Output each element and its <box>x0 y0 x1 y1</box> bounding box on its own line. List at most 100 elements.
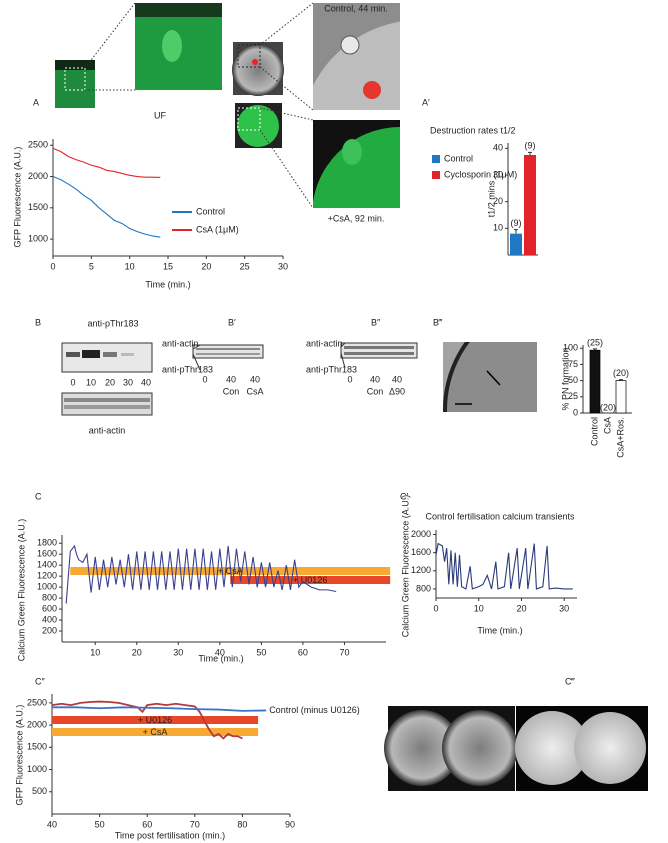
zoom-box <box>237 107 261 131</box>
error-bar <box>528 151 532 155</box>
image-label: UF <box>154 110 166 120</box>
x-tick-label: 50 <box>95 819 105 829</box>
image-label: +CsA, 92 min. <box>328 213 385 223</box>
x-axis-label: Time post fertilisation (min.) <box>115 830 225 840</box>
x-axis-label: Time (min.) <box>198 653 243 663</box>
x-tick-label: 20 <box>201 261 211 271</box>
blot-band <box>64 405 150 409</box>
panel-label: A′ <box>422 97 430 107</box>
blot-label: anti-pThr183 <box>87 318 138 328</box>
y-tick-label: 2000 <box>28 171 48 181</box>
y-axis-label: Calcium Green Fluorescence (A.U.) <box>16 519 26 662</box>
x-tick-label: 10 <box>90 647 100 657</box>
cell <box>574 712 646 784</box>
pn-arrow <box>486 370 501 386</box>
y-tick-label: 1500 <box>27 742 47 752</box>
x-tick-label: 10 <box>125 261 135 271</box>
y-tick-label: 1600 <box>411 547 431 557</box>
y-axis-label: GFP Fluorescence (A.U.) <box>12 147 22 248</box>
y-tick-label: 1200 <box>37 571 57 581</box>
error-bar <box>619 379 623 381</box>
lane-label: 30 <box>123 377 133 387</box>
x-tick-label: 60 <box>298 647 308 657</box>
y-tick-label: 2000 <box>27 719 47 729</box>
control-zoom <box>313 3 400 110</box>
bar <box>524 155 536 255</box>
lane-label: 0 <box>347 374 352 384</box>
panel-label: C″ <box>35 676 45 686</box>
y-tick-label: 1400 <box>37 560 57 570</box>
x-tick-label: 0 <box>433 603 438 613</box>
uf-nucleus <box>162 30 182 62</box>
blot <box>61 342 153 373</box>
x-tick-label: 90 <box>285 819 295 829</box>
line <box>52 176 161 238</box>
y-tick-label: 2000 <box>411 529 431 539</box>
y-tick-label: 1500 <box>28 202 48 212</box>
y-tick-label: 1000 <box>27 764 47 774</box>
y-tick-label: 0 <box>573 407 578 417</box>
y-tick-label: 1800 <box>37 538 57 548</box>
panel-label: B″ <box>371 317 381 327</box>
legend-label: Control <box>444 153 473 163</box>
cell <box>384 710 460 786</box>
x-tick-label: 60 <box>142 819 152 829</box>
bar <box>589 349 601 414</box>
y-tick-label: 10 <box>493 223 503 233</box>
y-tick-label: 2500 <box>27 697 47 707</box>
x-tick-label: 25 <box>240 261 250 271</box>
uf-zoom-edge <box>135 3 222 17</box>
lane-label: 40 <box>226 374 236 384</box>
zoom-line <box>84 2 136 69</box>
y-tick-label: 1200 <box>411 565 431 575</box>
blot-band <box>66 352 80 357</box>
error-bar <box>514 229 518 234</box>
panel-label: B‴ <box>433 317 443 327</box>
line <box>435 542 573 590</box>
y-tick-label: 200 <box>42 625 57 635</box>
pointer <box>340 342 346 348</box>
zoom-line <box>259 129 314 209</box>
x-tick-label: 0 <box>50 261 55 271</box>
condition-label: Con <box>223 386 240 396</box>
y-tick-label: 2500 <box>28 140 48 150</box>
panel-label: B <box>35 317 41 327</box>
blot-band <box>82 350 100 358</box>
x-tick-label: CsA+Ros. <box>615 417 625 458</box>
y-tick-label: 20 <box>493 196 503 206</box>
treatment-label: + U0126 <box>138 715 172 725</box>
x-tick-label: 20 <box>132 647 142 657</box>
x-tick-label: Control <box>589 417 599 446</box>
x-tick-label: 30 <box>559 603 569 613</box>
x-tick-label: 10 <box>474 603 484 613</box>
blot-label: anti-actin <box>89 425 126 435</box>
x-axis-label: Time (min.) <box>145 279 190 289</box>
lane-label: 20 <box>105 377 115 387</box>
uf-thumbnail-edge <box>55 60 95 70</box>
zoom-box <box>64 67 86 91</box>
image-label: Control, 44 min. <box>324 3 388 13</box>
blot-label: anti-pThr183 <box>162 364 213 374</box>
x-tick-label: CsA <box>602 417 612 434</box>
y-tick-label: 600 <box>42 603 57 613</box>
n-label: (20) <box>600 402 616 412</box>
treatment-bar <box>52 728 259 736</box>
line <box>65 544 337 604</box>
pointer <box>192 344 201 350</box>
blot-band <box>196 348 260 350</box>
legend-label: Cyclosporin (1μM) <box>444 169 517 179</box>
bar <box>615 380 627 414</box>
x-tick-label: 20 <box>516 603 526 613</box>
legend-swatch <box>432 171 440 179</box>
zoom-line <box>259 66 314 111</box>
condition-label: Δ90 <box>389 386 405 396</box>
x-tick-label: 5 <box>89 261 94 271</box>
panel-label: C <box>35 491 42 501</box>
y-axis-label: GFP Fluorescence (A.U.) <box>14 705 24 806</box>
y-tick-label: 40 <box>493 143 503 153</box>
blot-band <box>103 352 117 357</box>
y-tick-label: 50 <box>568 375 578 385</box>
x-axis-label: Time (min.) <box>477 625 522 635</box>
